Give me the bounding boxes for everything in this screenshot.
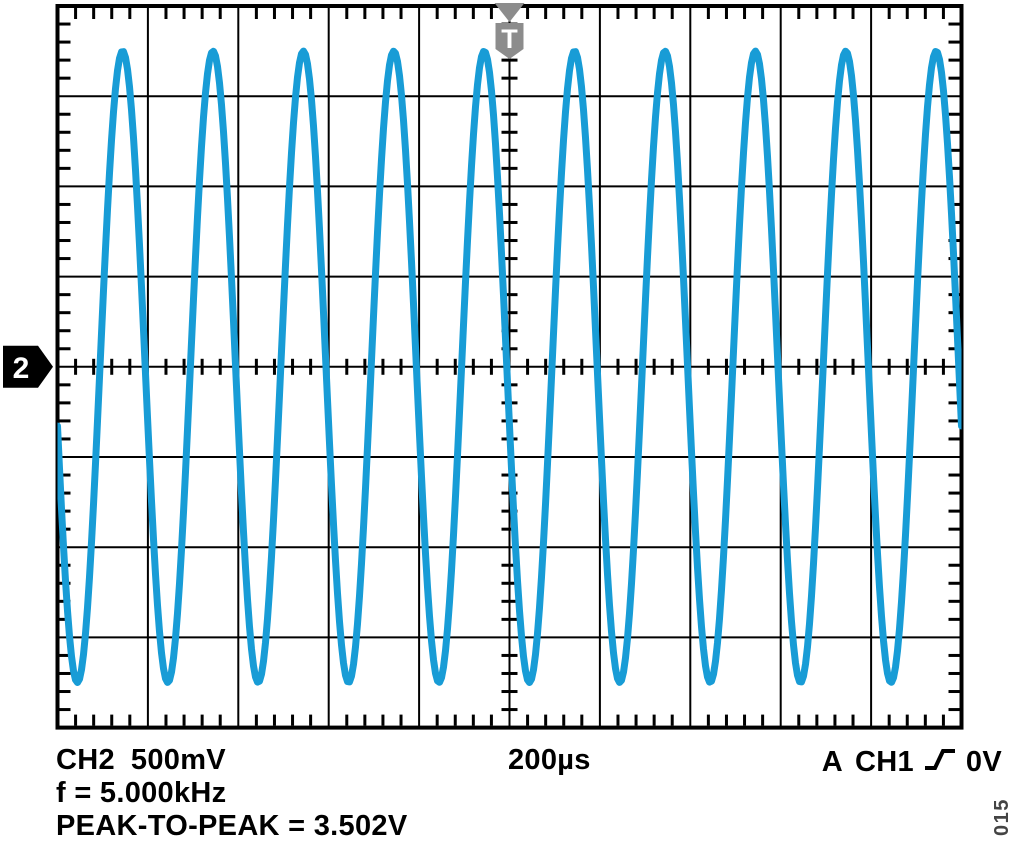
figure-number: 015 [991, 798, 1013, 836]
peak-to-peak-readout: PEAK-TO-PEAK = 3.502V [56, 810, 408, 842]
trigger-arrow-icon [494, 3, 525, 22]
trigger-source: CH1 [855, 746, 914, 778]
channel-label: CH2 [56, 744, 115, 776]
vertical-scale-value: 500mV [130, 744, 226, 776]
timebase-readout: 200µs [508, 744, 591, 776]
trigger-marker-label: T [501, 24, 518, 54]
channel-2-marker-label: 2 [13, 352, 30, 385]
trigger-level: 0V [965, 746, 1002, 778]
trigger-mode: A [821, 746, 843, 778]
channel-scale-readout: CH2 500mV [56, 746, 226, 775]
trigger-badge [495, 23, 524, 59]
channel-2-marker: 2 [3, 345, 53, 388]
channel-2-marker-shape [3, 345, 53, 388]
frequency-readout: f = 5.000kHz [56, 777, 227, 809]
scope-display: 2T [3, 3, 964, 730]
trigger-readout: A CH1 0V [822, 746, 1002, 777]
rising-edge-icon [924, 749, 955, 770]
ch2-sine-trace [57, 47, 962, 686]
trigger-position-marker: T [494, 3, 525, 59]
